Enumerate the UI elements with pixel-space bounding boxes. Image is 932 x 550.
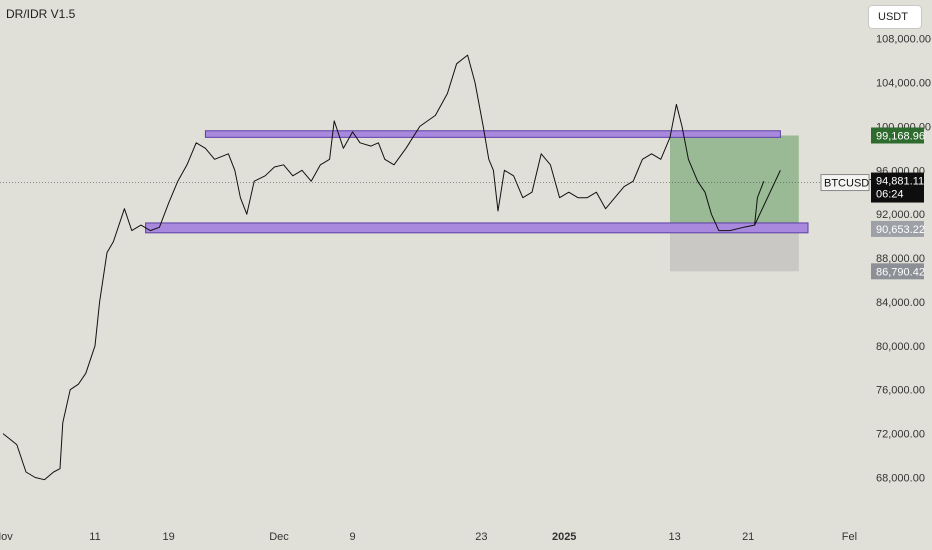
x-tick-label: 21 (742, 531, 754, 543)
y-tick-label: 88,000.00 (876, 253, 925, 265)
profit-zone[interactable] (670, 135, 799, 229)
y-tick-label: 84,000.00 (876, 297, 925, 309)
y-tick-label: 108,000.00 (876, 34, 931, 46)
symbol-tag[interactable]: BTCUSDT (824, 178, 876, 190)
x-tick-label: Fel (842, 531, 857, 543)
x-tick-label: 19 (162, 531, 174, 543)
y-tick-label: 68,000.00 (876, 473, 925, 485)
x-tick-label: 23 (475, 531, 487, 543)
x-tick-label: Dec (269, 531, 289, 543)
currency-selector[interactable]: USDT (868, 5, 922, 29)
stop-price-tag: 86,790.42 (876, 266, 925, 278)
y-tick-label: 92,000.00 (876, 209, 925, 221)
current-price-tag: 94,881.11 (876, 176, 924, 188)
x-tick-label: 11 (89, 531, 100, 543)
x-tick-label: 13 (668, 531, 680, 543)
target-price-tag: 99,168.96 (876, 130, 925, 142)
y-tick-label: 80,000.00 (876, 341, 925, 353)
support-zone[interactable] (145, 222, 809, 234)
resistance-zone[interactable] (204, 130, 781, 138)
y-tick-label: 104,000.00 (876, 77, 931, 89)
loss-zone[interactable] (670, 228, 799, 272)
price-line[interactable] (2, 54, 765, 481)
y-tick-label: 72,000.00 (876, 429, 925, 441)
current-price-tag-bg (871, 172, 924, 203)
x-tick-label: Nov (0, 531, 13, 543)
entry-price-tag: 90,653.22 (876, 224, 925, 236)
entry-price-tag-bg (871, 220, 924, 237)
countdown-tag: 06:24 (876, 189, 904, 201)
x-tick-label: 2025 (552, 531, 576, 543)
stop-price-tag-bg (871, 263, 924, 280)
indicator-label[interactable]: DR/IDR V1.5 (6, 7, 76, 21)
projection-line[interactable] (754, 170, 781, 226)
x-tick-label: 9 (350, 531, 356, 543)
target-price-tag-bg (871, 127, 924, 144)
y-tick-label: 76,000.00 (876, 385, 925, 397)
symbol-tag-bg (820, 174, 870, 192)
